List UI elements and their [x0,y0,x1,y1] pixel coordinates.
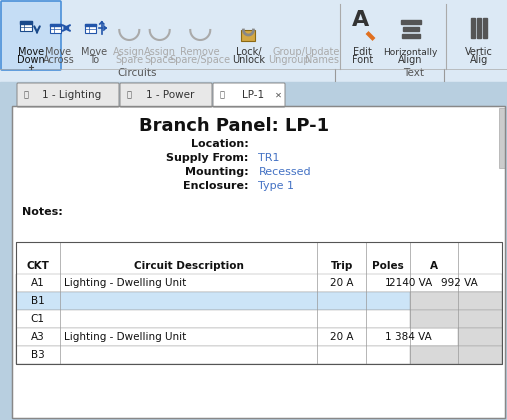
Text: Update: Update [304,47,340,57]
Bar [483,18,487,38]
Text: Enclosure:: Enclosure: [183,181,248,191]
Text: Group/: Group/ [273,47,305,57]
Text: 1 - Power: 1 - Power [146,90,194,100]
Bar [16,274,502,292]
Text: 1 - Lighting: 1 - Lighting [43,90,101,100]
Text: A: A [352,10,369,30]
Text: 🗋: 🗋 [127,90,131,100]
Text: Supply From:: Supply From: [166,153,248,163]
FancyBboxPatch shape [213,83,285,107]
Bar [402,34,420,38]
Text: Spare: Spare [115,55,143,65]
Bar [0,0,507,82]
Text: B1: B1 [31,296,45,306]
Text: Mounting:: Mounting: [185,167,248,177]
Text: Lighting - Dwelling Unit: Lighting - Dwelling Unit [64,332,186,342]
Text: 🗋: 🗋 [220,90,225,100]
Text: Circuit Description: Circuit Description [133,261,243,271]
Bar [0,82,507,420]
Text: To: To [89,55,99,65]
Text: Lock/: Lock/ [236,47,261,57]
Text: Down: Down [17,55,45,65]
Text: 20 A: 20 A [330,278,353,288]
Text: 20 A: 20 A [330,332,353,342]
Text: CKT: CKT [26,261,49,271]
Bar [458,328,502,346]
Bar [12,106,505,418]
Bar [499,108,505,168]
Text: A3: A3 [31,332,45,342]
Text: Location:: Location: [191,139,248,149]
Text: A: A [430,261,438,271]
Text: Spare/Space: Spare/Space [170,55,231,65]
Bar [20,21,32,31]
Bar [50,24,61,32]
Text: Ungroup: Ungroup [268,55,310,65]
Text: Assign: Assign [143,47,176,57]
Bar [16,346,502,364]
Bar [410,346,502,364]
Text: 1: 1 [384,278,391,288]
Bar [241,30,256,41]
Text: Font: Font [352,55,373,65]
Text: Lighting - Dwelling Unit: Lighting - Dwelling Unit [64,278,186,288]
Text: B3: B3 [31,350,45,360]
Text: Space: Space [145,55,174,65]
Text: Move: Move [81,47,107,57]
Text: C1: C1 [31,314,45,324]
Text: Horizontally: Horizontally [383,47,438,57]
Text: Poles: Poles [372,261,404,271]
Text: Circuits: Circuits [117,68,157,78]
Text: TR1: TR1 [259,153,280,163]
Bar [410,310,502,328]
FancyBboxPatch shape [120,83,212,107]
Bar [16,242,502,364]
Text: Vertic: Vertic [465,47,493,57]
Bar [85,24,96,32]
Text: Assign: Assign [113,47,146,57]
Bar [85,24,96,26]
Text: Across: Across [43,55,74,65]
Text: 1: 1 [384,332,391,342]
Text: 384 VA: 384 VA [395,332,432,342]
FancyBboxPatch shape [17,83,119,107]
Text: Recessed: Recessed [259,167,311,177]
Bar [410,292,502,310]
Text: Unlock: Unlock [232,55,265,65]
Text: Alig: Alig [470,55,488,65]
Text: Move: Move [45,47,71,57]
Bar [0,70,507,82]
Text: Trip: Trip [331,261,353,271]
Text: 🗋: 🗋 [23,90,28,100]
Text: Notes:: Notes: [22,207,63,217]
Bar [16,328,502,346]
FancyBboxPatch shape [1,1,61,70]
Text: Align: Align [399,55,423,65]
Bar [401,20,421,24]
Text: Move: Move [18,47,44,57]
Text: Text: Text [403,68,424,78]
Bar [16,310,502,328]
Text: Edit: Edit [353,47,372,57]
Bar [16,242,502,274]
Bar [471,18,475,38]
Text: Names: Names [305,55,339,65]
Bar [403,27,419,31]
Bar [12,106,505,418]
Text: Type 1: Type 1 [259,181,295,191]
Bar [16,292,502,310]
Text: Remove: Remove [180,47,220,57]
Bar [20,21,32,24]
Text: LP-1: LP-1 [242,90,264,100]
Text: Branch Panel: LP-1: Branch Panel: LP-1 [139,117,329,135]
Text: ✕: ✕ [274,90,281,100]
Bar [477,18,481,38]
Bar [50,24,61,26]
Text: A1: A1 [31,278,45,288]
Text: 992 VA: 992 VA [442,278,478,288]
Text: 2140 VA: 2140 VA [389,278,432,288]
